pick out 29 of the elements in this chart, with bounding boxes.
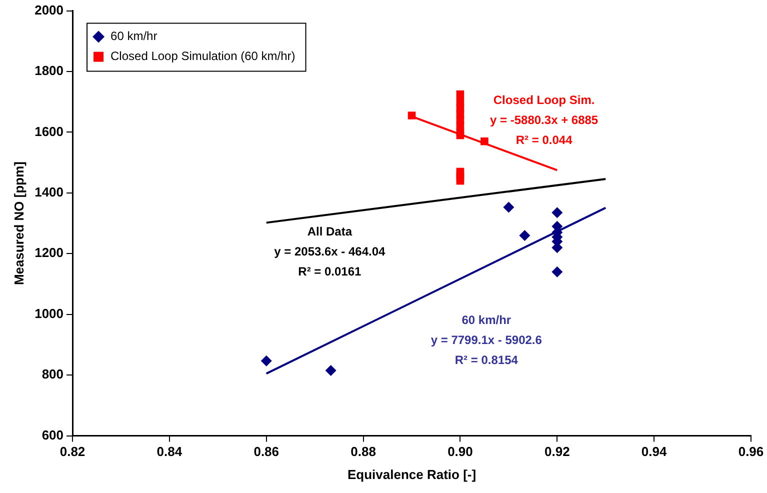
- y-tick-label: 2000: [34, 2, 64, 18]
- annotation: Closed Loop Sim.: [493, 93, 595, 108]
- legend-label: 60 km/hr: [110, 29, 158, 44]
- annotation: y = 2053.6x - 464.04: [274, 244, 386, 259]
- x-tick-label: 0.82: [60, 444, 86, 460]
- x-tick-label: 0.92: [544, 444, 570, 460]
- y-tick-label: 600: [42, 427, 64, 442]
- y-tick-label: 1400: [34, 184, 64, 200]
- annotation: y = 7799.1x - 5902.6: [430, 332, 542, 347]
- x-tick-label: 0.96: [738, 444, 764, 460]
- x-tick-label: 0.88: [350, 444, 376, 460]
- annotation: All Data: [307, 224, 352, 239]
- y-tick-label: 1200: [34, 245, 64, 260]
- y-tick-label: 1800: [34, 63, 64, 78]
- x-axis-title: Equivalence Ratio [-]: [347, 466, 476, 482]
- annotation: 60 km/hr: [462, 312, 512, 327]
- x-tick-label: 0.84: [156, 444, 183, 460]
- annotation: R² = 0.0161: [298, 264, 362, 279]
- x-tick-label: 0.90: [448, 444, 473, 460]
- annotation: R² = 0.044: [516, 133, 573, 148]
- x-tick-label: 0.94: [641, 444, 668, 460]
- y-axis-title: Measured NO [ppm]: [11, 162, 26, 286]
- annotation: y = -5880.3x + 6885: [490, 113, 598, 128]
- y-tick-label: 1000: [34, 306, 64, 321]
- y-tick-label: 800: [42, 366, 64, 382]
- annotation: R² = 0.8154: [454, 352, 518, 367]
- legend-label: Closed Loop Simulation (60 km/hr): [110, 49, 296, 64]
- y-tick-label: 1600: [34, 124, 64, 139]
- x-tick-label: 0.86: [254, 444, 280, 460]
